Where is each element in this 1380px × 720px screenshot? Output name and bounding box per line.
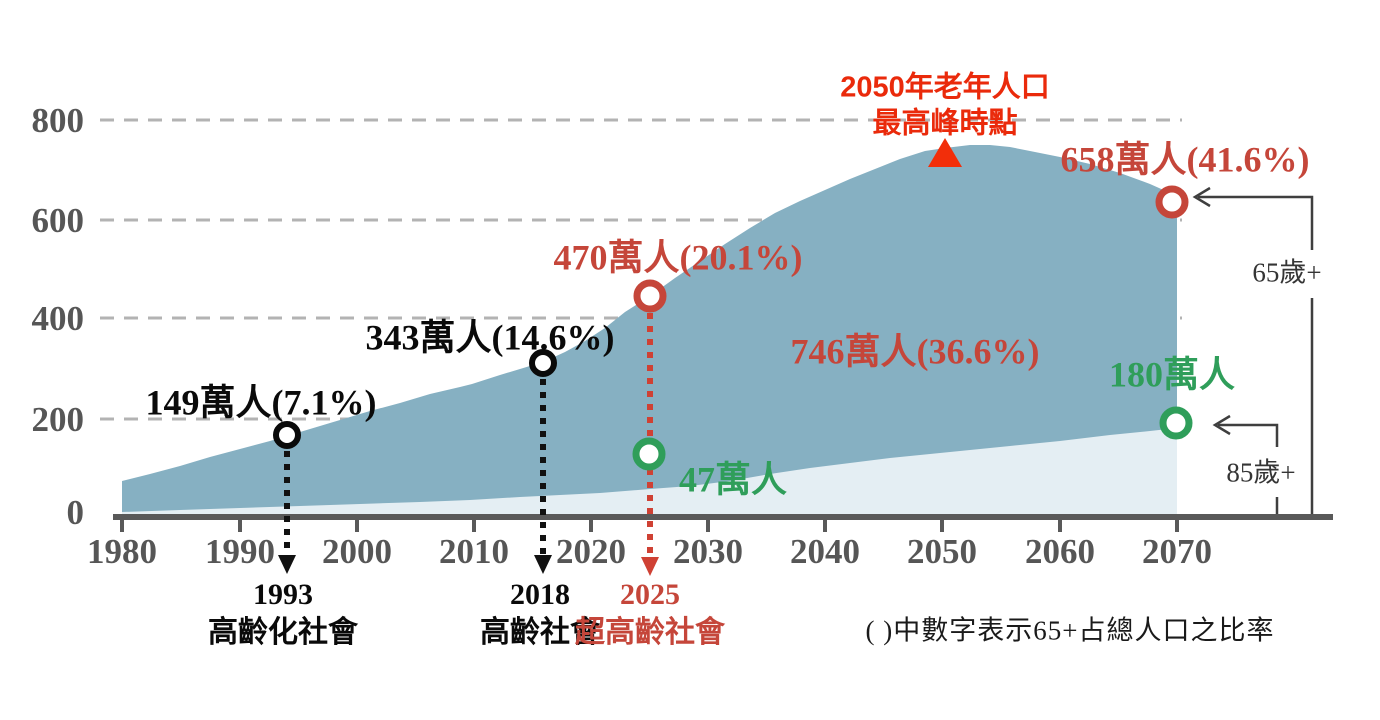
milestone-2025-year: 2025 xyxy=(620,577,680,611)
x-tick-2000: 2000 xyxy=(322,531,392,571)
x-axis-line xyxy=(113,514,1333,520)
x-tick-2030: 2030 xyxy=(673,531,743,571)
x-tick-2070: 2070 xyxy=(1142,531,1212,571)
dropline-2018 xyxy=(534,379,552,574)
x-axis-ticks xyxy=(120,520,1179,532)
label-2025-85plus: 47萬人 xyxy=(678,459,788,500)
area-85plus xyxy=(122,428,1177,516)
dropline-1993 xyxy=(278,451,296,574)
peak-triangle-marker-icon xyxy=(928,138,962,167)
dropline-2025 xyxy=(641,313,659,576)
marker-2070-85plus-circle-icon xyxy=(1159,406,1193,440)
label-2025-population: 470萬人(20.1%) xyxy=(553,237,803,278)
marker-1993-circle-icon xyxy=(273,421,301,449)
down-arrow-1993-icon xyxy=(278,555,296,574)
marker-2018-circle-icon xyxy=(529,349,557,377)
y-tick-600: 600 xyxy=(31,201,85,240)
x-tick-2050: 2050 xyxy=(907,531,977,571)
down-arrow-2018-icon xyxy=(534,555,552,574)
bracket-label-65plus: 65歲+ xyxy=(1252,257,1322,288)
x-tick-2010: 2010 xyxy=(439,531,509,571)
down-arrow-2025-icon xyxy=(641,557,659,576)
x-tick-2040: 2040 xyxy=(790,531,860,571)
label-1993-population: 149萬人(7.1%) xyxy=(145,382,377,423)
label-2070-85plus: 180萬人 xyxy=(1108,354,1236,395)
marker-2025-65plus-circle-icon xyxy=(633,279,667,313)
bracket-label-85plus: 85歲+ xyxy=(1226,457,1296,488)
label-2050-population: 746萬人(36.6%) xyxy=(790,331,1040,372)
marker-2070-65plus-circle-icon xyxy=(1155,185,1189,219)
bracket-65plus-arrow xyxy=(1192,186,1314,514)
marker-2025-85plus-circle-icon xyxy=(632,437,666,471)
x-tick-1980: 1980 xyxy=(87,531,157,571)
milestone-2025-era: 超高齡社會 xyxy=(575,615,725,649)
label-2070-population: 658萬人(41.6%) xyxy=(1060,139,1310,180)
y-tick-400: 400 xyxy=(31,299,85,338)
y-tick-0: 0 xyxy=(66,493,85,532)
milestone-2018-era: 高齡社會 xyxy=(480,615,600,649)
x-tick-1990: 1990 xyxy=(205,531,275,571)
x-tick-2020: 2020 xyxy=(556,531,626,571)
arrowhead-left-85-icon xyxy=(1212,414,1231,436)
peak-annotation-line2: 最高峰時點 xyxy=(872,107,1018,140)
arrowhead-left-65-icon xyxy=(1192,186,1211,208)
milestone-1993-era: 高齡化社會 xyxy=(208,615,358,649)
peak-annotation-line1: 2050年老年人口 xyxy=(840,71,1050,104)
footnote: ( )中數字表示65+占總人口之比率 xyxy=(865,615,1275,646)
milestone-2018-year: 2018 xyxy=(510,577,570,611)
y-tick-800: 800 xyxy=(31,101,85,140)
bracket-85plus-arrow xyxy=(1212,414,1279,514)
milestone-1993-year: 1993 xyxy=(253,577,313,611)
label-2018-population: 343萬人(14.6%) xyxy=(365,317,615,358)
y-tick-200: 200 xyxy=(31,400,85,439)
x-tick-2060: 2060 xyxy=(1025,531,1095,571)
